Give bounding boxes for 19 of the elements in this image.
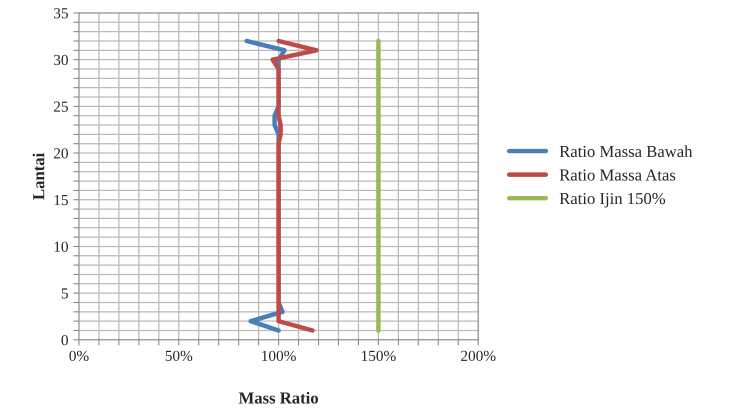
x-tick-label: 150% bbox=[362, 350, 396, 362]
y-tick-label: 10 bbox=[54, 242, 68, 252]
y-tick-label: 35 bbox=[54, 8, 68, 18]
x-tick-label: 50% bbox=[166, 350, 192, 362]
y-tick-label: 0 bbox=[61, 334, 68, 346]
x-tick-label: 200% bbox=[461, 350, 496, 362]
legend-label: Ratio Ijin 150% bbox=[560, 192, 666, 208]
legend-label: Ratio Massa Atas bbox=[560, 169, 676, 181]
x-tick-label: 100% bbox=[262, 350, 296, 362]
y-axis-title: Lantai bbox=[32, 153, 44, 200]
x-axis-title: Mass Ratio bbox=[238, 392, 318, 404]
y-tick-label: 5 bbox=[62, 288, 68, 299]
y-tick-label: 30 bbox=[54, 54, 68, 66]
y-tick-label: 20 bbox=[54, 148, 68, 158]
y-tick-label: 15 bbox=[54, 194, 68, 206]
legend-label: Ratio Massa Bawah bbox=[560, 145, 692, 158]
y-tick-label: 25 bbox=[54, 102, 68, 112]
x-tick-label: 0% bbox=[69, 350, 89, 362]
line-series bbox=[270, 38, 319, 333]
